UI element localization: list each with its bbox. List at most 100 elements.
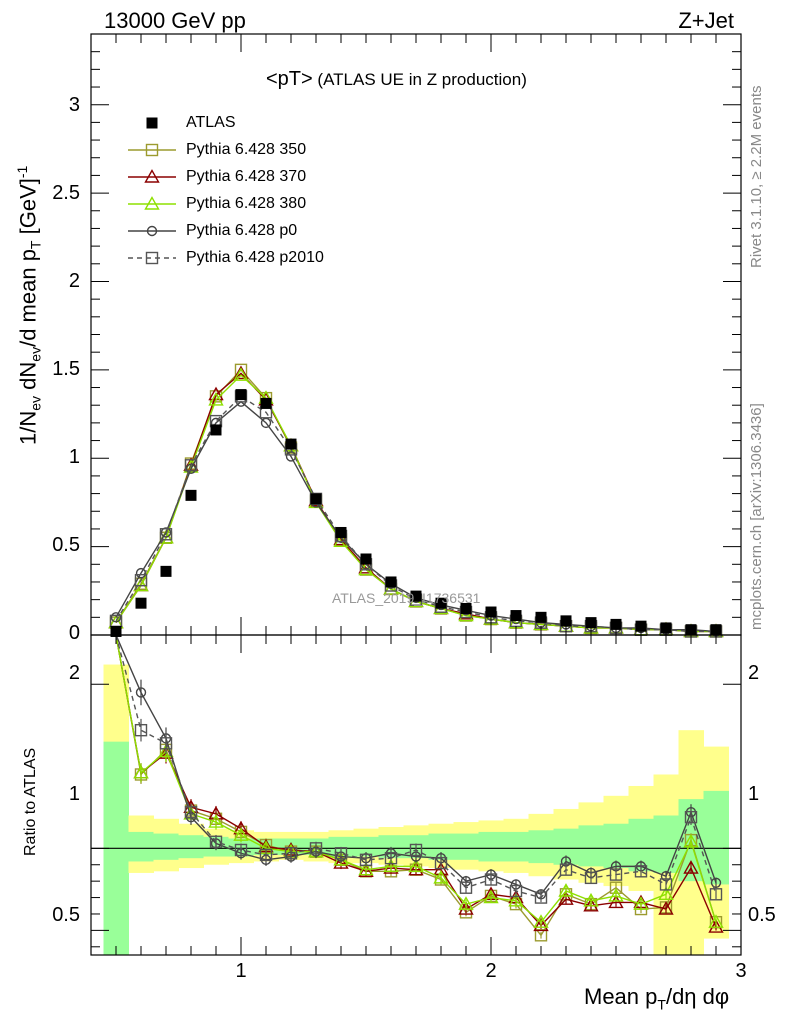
point-ratio-p2010-21	[634, 865, 648, 878]
data-point-12	[410, 590, 422, 602]
point-ratio-p370-24	[708, 919, 724, 933]
y-tick-top-6: 3	[68, 94, 80, 116]
data-point-10	[360, 553, 372, 565]
point-ratio-p380-1	[133, 764, 149, 779]
point-ratio-p380-17	[533, 914, 549, 928]
data-point-17	[535, 611, 547, 623]
point-top-p380-5	[233, 367, 249, 381]
point-ratio-p2010-18	[559, 863, 573, 876]
point-ratio-p380-12	[408, 858, 424, 873]
data-point-20	[610, 618, 622, 630]
band-inner-10	[353, 836, 379, 857]
y-axis-label-top: 1/Nev dNev/d mean pT [GeV]-1	[14, 166, 44, 445]
point-ratio-p2010-20	[609, 868, 623, 881]
data-point-19	[585, 617, 597, 629]
y-tick-top-1: 0.5	[52, 534, 80, 556]
point-ratio-p2010-13	[434, 856, 448, 870]
ylabel-part-a: 1/N	[15, 410, 41, 445]
legend-label-atlas: ATLAS	[186, 114, 236, 131]
point-ratio-p0-1	[135, 687, 147, 698]
point-ratio-p380-13	[433, 869, 449, 884]
point-ratio-p2010-5	[234, 843, 248, 857]
y-tick-top-0: 0	[68, 622, 80, 644]
point-ratio-p2010-6	[259, 848, 273, 862]
legend-marker-p370	[144, 169, 160, 183]
band-inner-1	[128, 831, 154, 862]
data-point-2	[160, 565, 172, 577]
point-ratio-p370-18	[558, 891, 574, 905]
point-top-p370-9	[333, 531, 349, 546]
y-tick-ratio-right-2: 2	[748, 662, 760, 684]
analysis-watermark: ATLAS_2019_I1736531	[332, 590, 481, 606]
point-ratio-p2010-17	[534, 891, 548, 904]
point-ratio-p380-20	[608, 888, 624, 902]
legend-markers	[128, 117, 176, 265]
plot-title: <pT> (ATLAS UE in Z production)	[266, 68, 527, 91]
legend-marker-atlas	[146, 117, 158, 129]
point-ratio-p2010-22	[659, 878, 673, 891]
point-ratio-p2010-10	[359, 853, 373, 867]
legend-label-p0: Pythia 6.428 p0	[186, 222, 298, 239]
axes-frame	[90, 33, 742, 956]
x-tick-3: 3	[735, 960, 747, 982]
point-ratio-p2010-23	[684, 810, 698, 824]
legend-marker-p380	[144, 196, 160, 210]
ylabel-sup-d: -1	[14, 165, 30, 179]
band-inner-3	[178, 835, 204, 859]
point-top-p0-0	[110, 612, 122, 623]
point-ratio-p2010-1	[134, 723, 148, 737]
band-inner-15	[478, 831, 504, 862]
band-inner-22	[653, 815, 679, 873]
point-top-p0-7	[285, 451, 297, 462]
data-point-3	[185, 489, 197, 501]
band-inner-14	[453, 833, 479, 860]
point-ratio-p370-17	[533, 917, 549, 932]
legend-marker-p0	[146, 225, 158, 237]
point-ratio-p380-23	[683, 833, 699, 848]
point-ratio-p380-24	[708, 914, 724, 928]
xlabel-part-b: /dη dφ	[665, 984, 730, 1009]
legend-label-p380: Pythia 6.428 380	[186, 195, 307, 212]
point-ratio-p370-14	[458, 901, 474, 915]
point-top-p380-4	[208, 391, 224, 406]
data-point-4	[210, 424, 222, 436]
legend-label-p370: Pythia 6.428 370	[186, 168, 307, 185]
x-tick-1: 1	[235, 960, 247, 982]
point-top-p380-10	[358, 561, 374, 576]
xlabel-part-a: Mean p	[584, 984, 658, 1009]
point-ratio-p370-10	[358, 863, 374, 878]
point-ratio-p370-23	[683, 860, 699, 874]
data-point-6	[260, 397, 272, 409]
legend-marker-p350	[145, 143, 159, 157]
band-inner-17	[528, 830, 554, 864]
header-process: 13000 GeV pp	[104, 8, 246, 33]
y-tick-ratio-left-2: 2	[68, 662, 80, 684]
plot-title-sub: (ATLAS UE in Z production)	[312, 70, 527, 89]
header-channel: Z+Jet	[678, 8, 734, 33]
data-point-8	[310, 493, 322, 505]
y-tick-ratio-right-1: 1	[748, 783, 760, 805]
x-axis-label: Mean pT/dη dφ	[584, 984, 729, 1012]
ylabel-sub-a: ev	[27, 395, 44, 411]
point-top-p370-5	[233, 365, 249, 380]
y-tick-ratio-left-1: 1	[68, 783, 80, 805]
band-inner-16	[503, 831, 529, 862]
ylabel-part-c: /d mean p	[15, 249, 41, 347]
data-point-11	[385, 576, 397, 588]
point-ratio-p370-22	[658, 901, 674, 915]
ratio-panel-series	[115, 634, 724, 942]
y-tick-top-5: 2.5	[52, 182, 80, 204]
point-ratio-p380-5	[233, 827, 249, 841]
point-top-p2010-3	[184, 459, 198, 472]
point-ratio-p2010-7	[284, 847, 298, 860]
legend-label-p2010: Pythia 6.428 p2010	[186, 249, 324, 266]
legend-label-p350: Pythia 6.428 350	[186, 141, 307, 158]
point-ratio-p380-16	[508, 892, 524, 907]
point-ratio-p380-22	[658, 886, 674, 900]
point-ratio-p2010-9	[334, 847, 348, 860]
point-ratio-p2010-14	[459, 881, 473, 894]
point-ratio-p2010-12	[409, 843, 423, 857]
data-point-1	[135, 597, 147, 609]
data-point-9	[335, 526, 347, 538]
